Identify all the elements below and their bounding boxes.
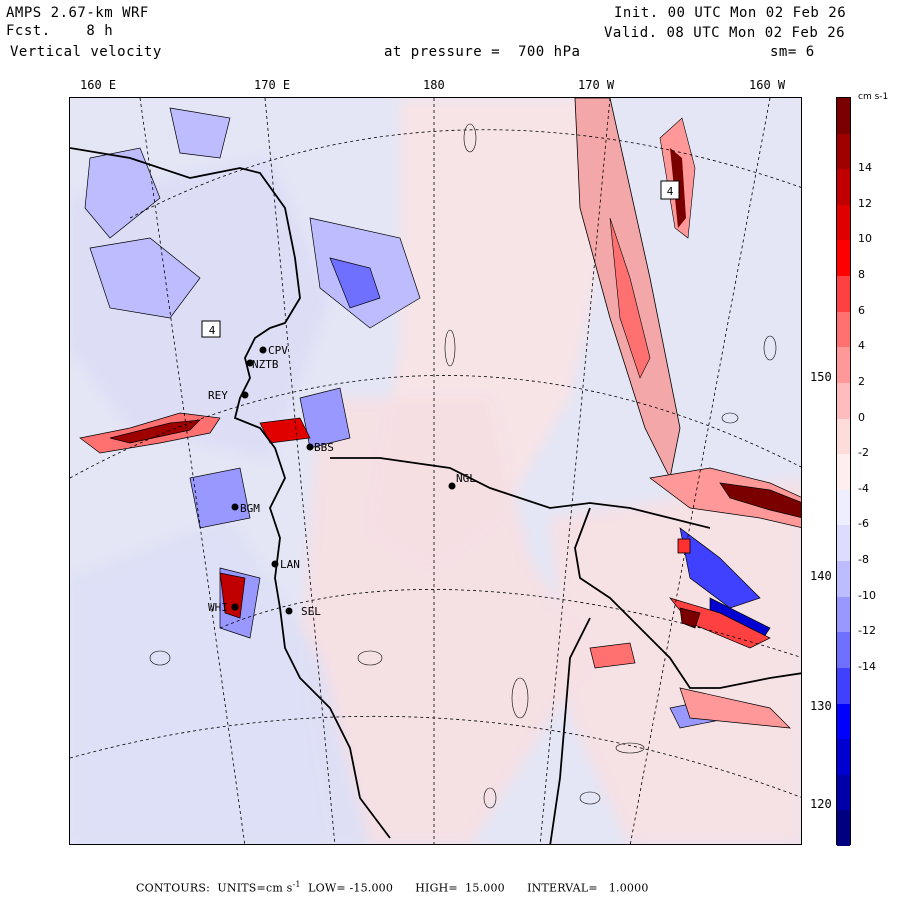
model-title: AMPS 2.67-km WRF	[6, 5, 149, 21]
station-nztb: NZTB	[252, 358, 279, 371]
lon-label-170e: 170 E	[254, 78, 291, 92]
colorbar-swatch	[837, 276, 850, 313]
pressure-value: 700 hPa	[517, 44, 581, 60]
lon-label-170w: 170 W	[578, 78, 615, 92]
low-value: LOW= -15.000	[308, 881, 394, 895]
colorbar-tick-label: -8	[858, 553, 869, 567]
pressure-label: at pressure =	[384, 44, 501, 60]
colorbar-swatch	[837, 596, 850, 633]
colorbar-swatch	[837, 810, 850, 847]
station-markers	[231, 346, 456, 615]
contour-info: CONTOURS: UNITS=cm s-1 LOW= -15.000 HIGH…	[136, 880, 649, 895]
colorbar-swatch	[837, 703, 850, 740]
graticule	[70, 98, 801, 844]
lon-label-160e: 160 E	[80, 78, 117, 92]
colorbar-swatch	[837, 133, 850, 170]
colorbar-swatch	[837, 169, 850, 206]
colorbar-tick-label: 4	[858, 339, 865, 353]
station-lan: LAN	[280, 558, 300, 571]
colorbar-tick-label: -14	[858, 659, 876, 673]
colorbar-tick-label: 0	[858, 410, 865, 424]
smoothing: sm= 6	[770, 44, 815, 60]
max-marker-right: 4	[667, 185, 674, 198]
colorbar-tick-label: -4	[858, 481, 869, 495]
colorbar-swatch	[837, 739, 850, 776]
station-ngl: NGL	[456, 472, 476, 485]
colorbar-swatch	[837, 311, 850, 348]
colorbar-tick-label: -2	[858, 446, 869, 460]
colorbar-swatch	[837, 98, 850, 135]
contour-speckles	[149, 123, 777, 809]
units-label: UNITS=cm s	[217, 881, 293, 895]
station-rey: REY	[208, 389, 228, 402]
contours-label: CONTOURS:	[136, 881, 211, 895]
colorbar-swatch	[837, 418, 850, 455]
colorbar-swatch	[837, 489, 850, 526]
colorbar-tick-label: 10	[858, 232, 872, 246]
colorbar-swatch	[837, 347, 850, 384]
colorbar-tick-label: -6	[858, 517, 869, 531]
init-time: Init. 00 UTC Mon 02 Feb 26	[614, 5, 847, 21]
colorbar-swatch	[837, 632, 850, 669]
high-value: HIGH= 15.000	[415, 881, 505, 895]
coastline	[70, 147, 801, 844]
station-labels: CPV NZTB REY BBS NGL BGM LAN WHI SEL	[208, 344, 476, 618]
red-band	[574, 98, 696, 480]
colorbar-swatch	[837, 667, 850, 704]
max-markers: 4 4	[201, 180, 691, 554]
station-sel: SEL	[301, 605, 321, 618]
map-canvas: CPV NZTB REY BBS NGL BGM LAN WHI SEL 4 4	[70, 98, 801, 844]
pressure-level: at pressure = 700 hPa	[384, 43, 580, 61]
vertical-velocity-map[interactable]: CPV NZTB REY BBS NGL BGM LAN WHI SEL 4 4	[69, 97, 802, 845]
forecast-label-text: Fcst.	[6, 23, 51, 39]
field-name: Vertical velocity	[10, 44, 162, 60]
forecast-label: Fcst. 8 h	[6, 22, 113, 40]
station-cpv: CPV	[268, 344, 288, 357]
colorbar	[836, 97, 851, 847]
colorbar-swatch	[837, 525, 850, 562]
colorbar-tick-label: 14	[858, 161, 872, 175]
colorbar-swatch	[837, 204, 850, 241]
red-streaks	[79, 412, 801, 729]
interval-value: INTERVAL= 1.0000	[527, 881, 649, 895]
weak-field-patches	[70, 98, 801, 844]
forecast-hour: 8 h	[86, 23, 114, 39]
colorbar-tick-label: 2	[858, 374, 865, 388]
colorbar-tick-label: -10	[858, 588, 876, 602]
station-bgm: BGM	[240, 502, 260, 515]
units-exponent: -1	[292, 880, 301, 889]
lon-label-180: 180	[423, 78, 445, 92]
colorbar-swatch	[837, 561, 850, 598]
colorbar-tick-label: 12	[858, 196, 872, 210]
station-whi: WHI	[208, 601, 228, 614]
colorbar-units: cm s-1	[858, 92, 889, 102]
colorbar-swatch	[837, 382, 850, 420]
colorbar-tick-label: -12	[858, 624, 876, 638]
colorbar-tick-label: 8	[858, 268, 865, 282]
lon-label-160w: 160 W	[749, 78, 786, 92]
colorbar-swatch	[837, 774, 850, 811]
colorbar-tick-label: 6	[858, 303, 865, 317]
valid-time: Valid. 08 UTC Mon 02 Feb 26	[604, 25, 846, 41]
station-bbs: BBS	[314, 441, 334, 454]
colorbar-swatch	[837, 240, 850, 277]
colorbar-swatch	[837, 454, 850, 491]
max-marker-left: 4	[209, 324, 216, 337]
